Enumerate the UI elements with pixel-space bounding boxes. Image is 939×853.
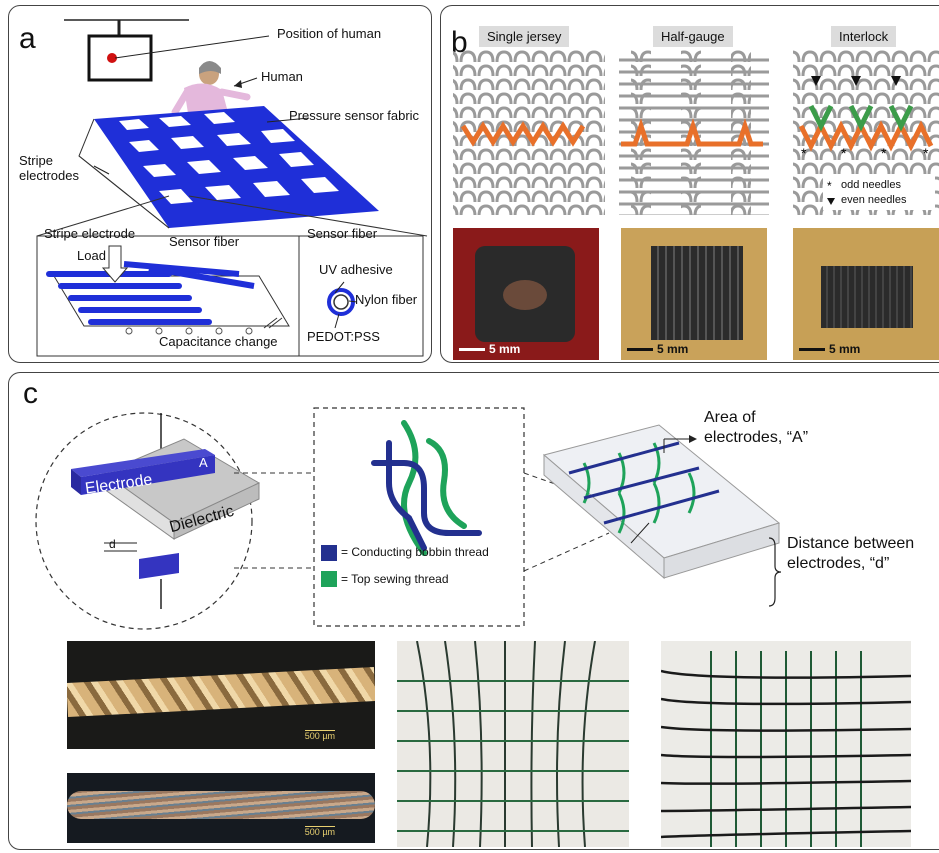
twisted-fiber-micrograph: 500 µm [67, 641, 375, 749]
sensor-fiber-label: Sensor fiber [169, 234, 240, 249]
svg-text:*: * [841, 145, 847, 161]
header-single-jersey: Single jersey [479, 26, 570, 47]
stitched-grid-photo-1 [397, 641, 629, 847]
micro-scale-2: 500 µm [304, 826, 335, 837]
nylon-fiber-label: Nylon fiber [355, 292, 418, 307]
stripe-electrodes-label-2: electrodes [19, 168, 79, 183]
panel-label-a: a [19, 22, 36, 55]
sensor-fiber-right-label: Sensor fiber [307, 226, 378, 241]
panel-label-c: c [23, 377, 38, 410]
panel-b: b Single jersey Half-gauge Interlock * * [440, 5, 939, 363]
scale-bar-3: 5 mm [799, 342, 860, 356]
panel-a: a [8, 5, 432, 363]
odd-needles-label: odd needles [841, 179, 901, 191]
pressure-sensor-fabric-label: Pressure sensor fabric [289, 108, 420, 123]
panel-c: c [8, 372, 939, 850]
stitch-illustration [371, 420, 482, 556]
position-of-human-label: Position of human [277, 26, 382, 41]
uv-adhesive-label: UV adhesive [319, 262, 393, 277]
pedot-label: PEDOT:PSS [307, 329, 380, 344]
panel-c-diagrams [35, 407, 782, 630]
micro-scale-1: 500 µm [304, 730, 335, 741]
svg-text:*: * [827, 179, 832, 193]
scale-bar-2: 5 mm [627, 342, 688, 356]
header-interlock: Interlock [831, 26, 897, 47]
stitched-grid-photo-2 [661, 641, 911, 847]
capacitance-change-label: Capacitance change [159, 334, 278, 349]
svg-text:*: * [923, 145, 929, 161]
load-label: Load [77, 248, 106, 263]
even-needles-label: even needles [841, 194, 907, 206]
sensor-fiber-cross-section [327, 281, 358, 329]
stripe-electrode-inset [46, 245, 290, 335]
single-jersey-photo: 5 mm [453, 228, 599, 360]
distance-d-label: d [109, 537, 116, 551]
area-line1-label: Area of [704, 409, 756, 426]
header-half-gauge: Half-gauge [653, 26, 733, 47]
straight-fiber-micrograph: 500 µm [67, 773, 375, 843]
distance-line2-label: electrodes, “d” [787, 555, 890, 572]
legend-top-label: = Top sewing thread [341, 572, 449, 586]
legend-conducting-label: = Conducting bobbin thread [341, 545, 489, 559]
area-a-label: A [199, 455, 208, 470]
svg-text:*: * [881, 145, 887, 161]
knit-structures: * * * * * [453, 50, 939, 215]
panel-a-illustration [36, 19, 428, 357]
stripe-electrodes-label-1: Stripe [19, 153, 53, 168]
human-label: Human [261, 69, 303, 84]
svg-text:*: * [801, 145, 807, 161]
distance-line1-label: Distance between [787, 535, 915, 552]
area-line2-label: electrodes, “A” [704, 429, 809, 446]
stripe-electrode-label: Stripe electrode [44, 226, 136, 241]
scale-bar-1: 5 mm [459, 342, 520, 356]
half-gauge-photo: 5 mm [621, 228, 767, 360]
interlock-photo: 5 mm [793, 228, 939, 360]
